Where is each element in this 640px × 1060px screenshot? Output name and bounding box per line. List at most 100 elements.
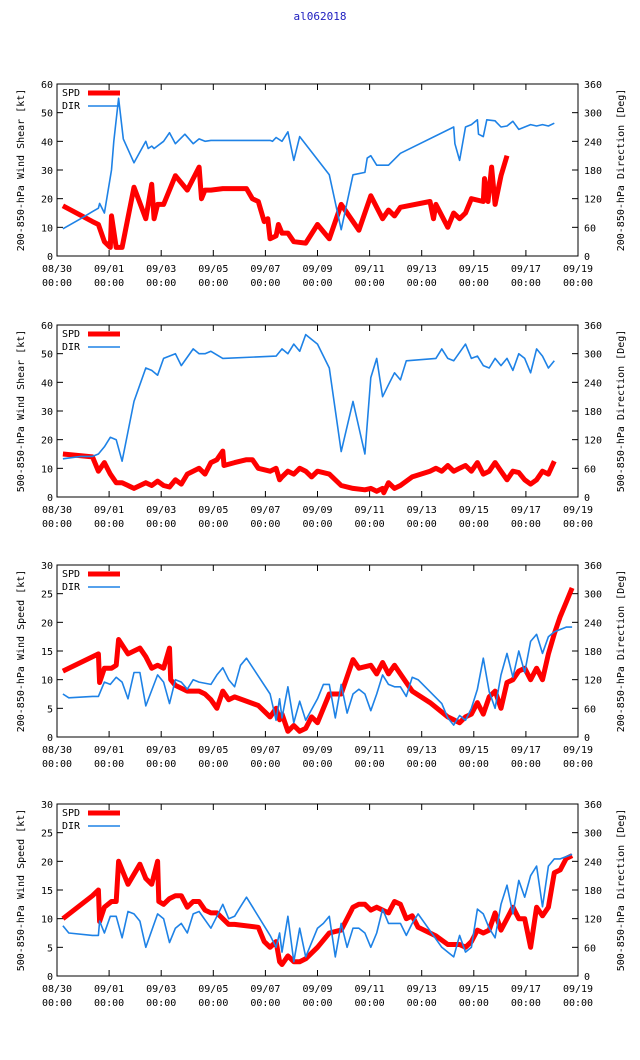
- x-tick-time: 00:00: [42, 759, 72, 770]
- x-tick-time: 00:00: [302, 278, 332, 289]
- x-tick-time: 00:00: [146, 278, 176, 289]
- x-tick-date: 09/01: [94, 505, 124, 516]
- legend-label-dir: DIR: [62, 582, 81, 593]
- x-tick-date: 09/05: [198, 264, 228, 275]
- x-tick-date: 09/13: [407, 745, 437, 756]
- x-tick-time: 00:00: [94, 998, 124, 1009]
- y2-tick-label: 300: [584, 350, 602, 361]
- y2-tick-label: 0: [584, 493, 590, 504]
- x-tick-time: 00:00: [250, 759, 280, 770]
- x-tick-time: 00:00: [146, 998, 176, 1009]
- x-tick-time: 00:00: [94, 759, 124, 770]
- y-tick-label: 10: [41, 464, 53, 475]
- x-tick-time: 00:00: [563, 759, 593, 770]
- x-tick-date: 09/17: [511, 745, 541, 756]
- x-tick-date: 09/03: [146, 984, 176, 995]
- y2-tick-label: 300: [584, 109, 602, 120]
- x-tick-date: 09/19: [563, 745, 593, 756]
- x-tick-date: 09/11: [355, 745, 385, 756]
- y-axis-title: 500-850-hPa Wind Speed [kt]: [16, 809, 27, 972]
- chart-panel-2: 0 10 20 30 40 50 60 0 60 120 180 240 300 360 08/30 00:0…: [16, 321, 627, 530]
- y2-tick-label: 360: [584, 321, 602, 332]
- x-tick-date: 09/05: [198, 984, 228, 995]
- x-tick-time: 00:00: [302, 759, 332, 770]
- x-tick-time: 00:00: [407, 278, 437, 289]
- x-tick-date: 09/13: [407, 984, 437, 995]
- y-tick-label: 10: [41, 676, 53, 687]
- x-tick-date: 09/03: [146, 505, 176, 516]
- x-tick-time: 00:00: [355, 759, 385, 770]
- x-tick-time: 00:00: [198, 519, 228, 530]
- series-line-dir: [62, 97, 555, 231]
- y-tick-label: 0: [47, 733, 53, 744]
- x-tick-time: 00:00: [94, 519, 124, 530]
- y2-tick-label: 360: [584, 561, 602, 572]
- y-tick-label: 20: [41, 436, 53, 447]
- x-tick-time: 00:00: [250, 278, 280, 289]
- x-tick-time: 00:00: [42, 278, 72, 289]
- x-tick-date: 09/15: [459, 505, 489, 516]
- x-tick-time: 00:00: [198, 278, 228, 289]
- y2-tick-label: 300: [584, 829, 602, 840]
- y2-tick-label: 240: [584, 857, 602, 868]
- y2-axis-title: 200-850-hPa Direction [Deg]: [616, 89, 627, 252]
- x-tick-time: 00:00: [302, 998, 332, 1009]
- y2-tick-label: 120: [584, 436, 602, 447]
- x-tick-date: 08/30: [42, 264, 72, 275]
- y-tick-label: 0: [47, 972, 53, 983]
- y-tick-label: 10: [41, 915, 53, 926]
- x-tick-date: 09/17: [511, 505, 541, 516]
- x-tick-date: 09/15: [459, 984, 489, 995]
- chart-panel-4: 05101520253006012018024030036008/3000:00…: [16, 800, 627, 1009]
- y2-tick-label: 360: [584, 800, 602, 811]
- x-tick-time: 00:00: [511, 759, 541, 770]
- x-tick-date: 09/03: [146, 745, 176, 756]
- y2-tick-label: 360: [584, 80, 602, 91]
- x-tick-date: 09/05: [198, 745, 228, 756]
- y2-tick-label: 180: [584, 886, 602, 897]
- x-tick-time: 00:00: [355, 998, 385, 1009]
- legend-label-spd: SPD: [62, 329, 80, 340]
- x-tick-date: 09/05: [198, 505, 228, 516]
- y2-tick-label: 120: [584, 195, 602, 206]
- y-tick-label: 30: [41, 561, 53, 572]
- x-tick-date: 09/09: [302, 505, 332, 516]
- y-tick-label: 0: [47, 252, 53, 263]
- x-tick-time: 00:00: [407, 759, 437, 770]
- y-tick-label: 25: [41, 829, 53, 840]
- x-tick-date: 09/01: [94, 745, 124, 756]
- legend-label-spd: SPD: [62, 88, 80, 99]
- series-line-spd: [61, 154, 510, 250]
- x-tick-date: 09/15: [459, 745, 489, 756]
- x-tick-time: 00:00: [563, 998, 593, 1009]
- y-axis-title: 500-850-hPa Wind Shear [kt]: [16, 330, 27, 493]
- x-tick-time: 00:00: [42, 519, 72, 530]
- x-tick-date: 09/07: [250, 264, 280, 275]
- y2-tick-label: 180: [584, 407, 602, 418]
- series-line-spd: [62, 448, 557, 496]
- y-tick-label: 5: [47, 704, 53, 715]
- x-tick-date: 09/09: [302, 984, 332, 995]
- x-tick-date: 09/07: [250, 984, 280, 995]
- y-tick-label: 15: [41, 886, 53, 897]
- y2-tick-label: 240: [584, 618, 602, 629]
- series-line-dir: [62, 333, 555, 463]
- y2-tick-label: 120: [584, 676, 602, 687]
- legend-label-dir: DIR: [62, 821, 81, 832]
- y-tick-label: 40: [41, 378, 53, 389]
- y2-tick-label: 180: [584, 166, 602, 177]
- x-tick-date: 09/07: [250, 745, 280, 756]
- x-tick-date: 09/09: [302, 745, 332, 756]
- x-tick-date: 09/19: [563, 984, 593, 995]
- x-tick-time: 00:00: [511, 998, 541, 1009]
- series-line-dir: [62, 853, 573, 963]
- y-tick-label: 20: [41, 857, 53, 868]
- x-tick-time: 00:00: [407, 519, 437, 530]
- chart-panel-1: 0 10 20 30 40 50 60 0 60 120 180 240 300 360 08/30 00:0…: [16, 80, 627, 289]
- y2-tick-label: 240: [584, 137, 602, 148]
- y2-axis-title: 200-850-hPa Direction [Deg]: [616, 570, 627, 733]
- x-tick-date: 08/30: [42, 745, 72, 756]
- y-tick-label: 25: [41, 590, 53, 601]
- page-title: al062018: [293, 10, 347, 23]
- y2-tick-label: 120: [584, 915, 602, 926]
